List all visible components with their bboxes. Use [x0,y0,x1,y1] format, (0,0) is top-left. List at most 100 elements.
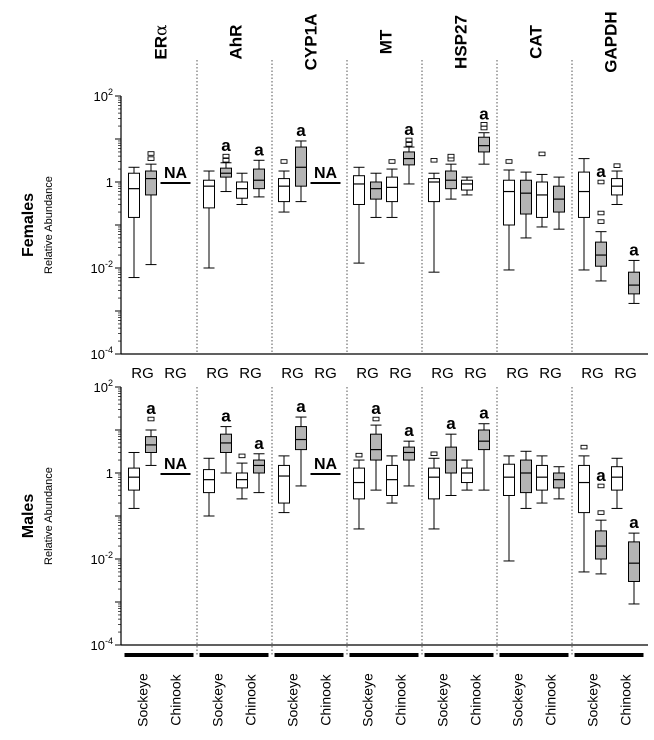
significance-label: a [404,120,414,139]
outlier-marker [147,416,155,422]
box-CAT-Chinook-R [536,455,548,504]
species-label: Sockeye [285,673,301,727]
tick-exponent: 2 [108,378,113,388]
significance-label: a [146,399,156,418]
significance-label: a [404,421,414,440]
species-label: Chinook [543,673,559,725]
box-HSP27-Sockeye-R [428,158,440,273]
significance-label: a [596,466,606,485]
outlier-marker [538,151,546,157]
box-CAT-Chinook-G [553,176,565,230]
y-tick-label: 10-2 [91,259,113,276]
y-tick-label: 10-2 [91,550,113,567]
significance-label: a [221,136,231,155]
treatment-label: RG [431,365,454,382]
significance-label: a [254,140,264,159]
iqr-box [595,530,607,560]
significance-label: a [446,414,456,433]
significance-label: a [479,404,489,423]
gene-label-main: HSP27 [452,15,471,69]
treatment-label: RG [356,365,379,382]
iqr-box [220,167,232,178]
significance-label: a [254,434,264,453]
gene-label-3: MT [377,29,396,54]
box-ERα-Sockeye-R [128,451,140,509]
outlier-marker [580,444,588,450]
significance-label: a [221,407,231,426]
outlier-marker [405,137,413,143]
outlier-marker [355,452,363,458]
box-ERα-Sockeye-G [145,151,157,266]
iqr-box [386,464,398,496]
gene-label-main: CAT [527,25,546,59]
iqr-box [128,467,140,491]
box-CAT-Sockeye-G [520,171,532,239]
box-HSP27-Sockeye-G [445,433,457,496]
significance-label: a [296,397,306,416]
tick-exponent: -4 [105,636,113,646]
iqr-box [386,176,398,203]
iqr-box [478,429,490,451]
y-tick-label: 10-4 [91,345,113,362]
y-tick-label: 1 [106,466,113,481]
significance-label: a [371,399,381,418]
gene-label-4: HSP27 [452,15,471,69]
box-HSP27-Chinook-R [461,176,473,196]
iqr-box [203,469,215,494]
iqr-box [478,136,490,153]
significance-label: a [296,121,306,140]
outlier-marker [597,510,605,515]
iqr-box [253,168,265,190]
treatment-label: RG [314,365,337,382]
outlier-marker [597,483,605,489]
iqr-box [295,146,307,187]
boxplot-marks [128,122,640,605]
gene-label-greek: α [152,24,172,36]
iqr-box [145,170,157,196]
treatment-label: RG [131,365,154,382]
species-label: Chinook [468,673,484,725]
box-MT-Sockeye-R [353,452,365,530]
na-label: NA [164,165,188,182]
box-HSP27-Chinook-G [478,122,490,165]
box-HSP27-Chinook-G [478,423,490,491]
outlier-marker [147,156,155,161]
y-tick-label: 102 [94,378,113,395]
tick-base: 10 [91,261,105,276]
significance-label: a [629,513,639,532]
y-tick-label: 10-4 [91,636,113,653]
box-MT-Sockeye-G [370,416,382,491]
gene-label-5: CAT [527,25,546,59]
outlier-marker [222,158,230,163]
tick-exponent: -2 [105,259,113,269]
outlier-marker [597,219,605,224]
tick-base: 1 [106,466,113,481]
treatment-label: RG [206,365,229,382]
gene-label-2: CYP1A [302,14,321,71]
iqr-box [278,464,290,504]
outlier-marker [280,159,288,164]
box-ERα-Sockeye-G [145,416,157,466]
y-axis-label: Relative Abundance [43,467,55,565]
treatment-label: RG [614,365,637,382]
iqr-box [578,464,590,514]
box-AhR-Sockeye-R [203,457,215,517]
iqr-box [553,472,565,489]
iqr-box [536,181,548,218]
box-AhR-Chinook-G [253,159,265,198]
panel-frames [115,60,648,657]
box-CYP1A-Sockeye-G [295,140,307,203]
box-AhR-Chinook-G [253,453,265,494]
iqr-box [503,179,515,226]
iqr-box [295,426,307,451]
iqr-box [520,459,532,494]
figure-labels: ERα AhR CYP1A MT HSP27 CAT GAPDH RG RG RG RG RG RG RG… [20,11,639,727]
significance-label: a [479,104,489,123]
tick-base: 10 [94,89,108,104]
box-GAPDH-Chinook-R [611,163,623,205]
box-GAPDH-Chinook-R [611,457,623,509]
na-label: NA [164,456,188,473]
outlier-marker [597,179,605,185]
box-MT-Chinook-G [403,440,415,487]
tick-exponent: 2 [108,87,113,97]
